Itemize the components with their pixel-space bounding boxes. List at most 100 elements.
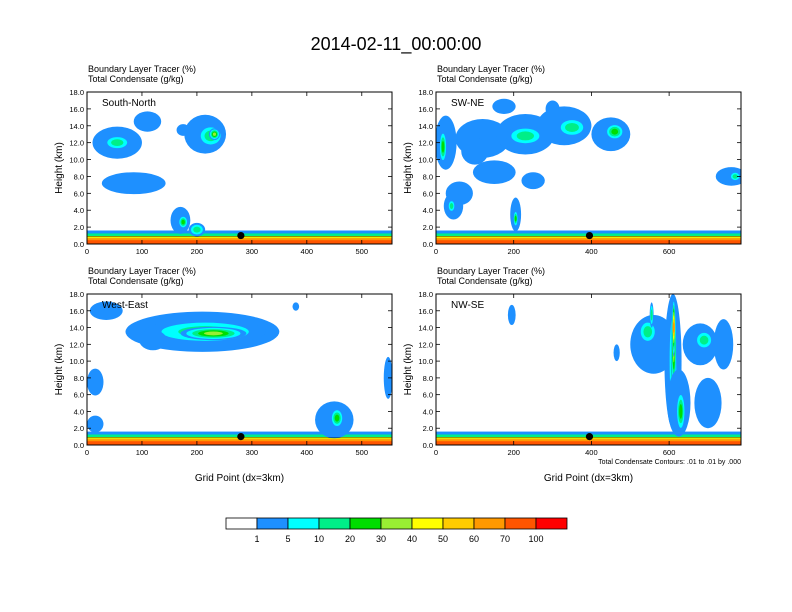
tracer-contour	[441, 141, 445, 153]
tracer-contour	[732, 174, 738, 179]
y-tick-label: 0.0	[423, 441, 433, 450]
x-tick-label: 0	[434, 448, 438, 457]
plot-frame	[435, 293, 742, 446]
tracer-feature	[613, 344, 620, 362]
tracer-contour	[461, 137, 489, 165]
y-tick-label: 18.0	[69, 88, 84, 97]
tracer-contour	[650, 309, 653, 321]
y-tick-label: 14.0	[69, 324, 84, 333]
tracer-feature	[492, 98, 516, 114]
tracer-feature	[180, 326, 247, 341]
tracer-contour	[101, 172, 166, 195]
y-tick-label: 6.0	[423, 189, 433, 198]
tracer-feature	[729, 171, 741, 182]
tracer-contour	[383, 356, 392, 399]
location-marker	[585, 433, 594, 441]
tracer-contour	[87, 415, 104, 433]
y-tick-label: 10.0	[418, 156, 433, 165]
colorbar-label: 5	[285, 534, 290, 544]
colorbar-label: 100	[528, 534, 543, 544]
panel-title-line: Total Condensate (g/kg)	[437, 276, 533, 286]
tracer-contour	[514, 215, 517, 222]
y-axis-label: Height (km)	[403, 142, 414, 194]
colorbar-label: 10	[314, 534, 324, 544]
tracer-feature	[103, 135, 131, 151]
y-tick-label: 12.0	[69, 139, 84, 148]
tracer-feature	[292, 302, 300, 311]
panel-title-line: Boundary Layer Tracer (%)	[437, 266, 545, 276]
location-marker	[237, 231, 245, 240]
location-marker	[585, 231, 594, 240]
panel-title-line: Boundary Layer Tracer (%)	[88, 266, 196, 276]
panel-title-line: Boundary Layer Tracer (%)	[437, 64, 545, 74]
plot-frame	[86, 91, 393, 245]
colorbar-swatch	[318, 517, 351, 530]
y-tick-label: 4.0	[423, 206, 433, 215]
tracer-contour	[492, 98, 516, 114]
y-tick-label: 18.0	[418, 88, 433, 97]
tracer-feature	[507, 304, 516, 326]
colorbar-label: 50	[438, 534, 448, 544]
y-tick-label: 2.0	[423, 424, 433, 433]
colorbar-label: 20	[345, 534, 355, 544]
y-tick-label: 18.0	[69, 290, 84, 299]
colorbar-swatch	[225, 517, 258, 530]
colorbar-swatch	[411, 517, 444, 530]
tracer-feature	[87, 368, 104, 396]
tracer-contour	[679, 404, 683, 419]
y-tick-label: 10.0	[69, 357, 84, 366]
tracer-contour	[694, 377, 722, 429]
y-tick-label: 4.0	[74, 407, 84, 416]
tracer-contour	[89, 301, 123, 321]
tracer-feature	[447, 199, 456, 213]
plot-area	[87, 92, 392, 244]
x-tick-label: 400	[301, 247, 314, 256]
panel-sw-ne: Boundary Layer Tracer (%)Total Condensat…	[403, 64, 742, 256]
x-tick-label: 500	[356, 247, 369, 256]
panel-west-east: Boundary Layer Tracer (%)Total Condensat…	[54, 266, 393, 484]
tracer-feature	[188, 222, 206, 237]
tracer-feature	[676, 390, 686, 433]
tracer-contour	[516, 131, 534, 141]
y-tick-label: 6.0	[423, 391, 433, 400]
y-tick-label: 8.0	[74, 172, 84, 181]
y-tick-label: 12.0	[418, 340, 433, 349]
colorbar: 1 5 10 20 30 40 50 60 70 100	[225, 517, 568, 544]
colorbar-label: 60	[469, 534, 479, 544]
colorbar-swatch	[504, 517, 537, 530]
shaded-field	[87, 111, 392, 244]
y-tick-label: 4.0	[74, 206, 84, 215]
x-tick-label: 600	[663, 247, 676, 256]
tracer-feature	[505, 125, 545, 147]
y-tick-label: 16.0	[418, 307, 433, 316]
colorbar-swatch	[442, 517, 475, 530]
x-tick-label: 400	[301, 448, 314, 457]
tracer-feature	[472, 160, 516, 185]
tracer-feature	[694, 330, 714, 351]
tracer-contour	[139, 330, 167, 351]
y-tick-label: 0.0	[423, 240, 433, 249]
y-tick-label: 8.0	[423, 374, 433, 383]
y-tick-label: 2.0	[74, 424, 84, 433]
panel-title-line: Total Condensate (g/kg)	[88, 74, 184, 84]
colorbar-swatch	[349, 517, 382, 530]
x-tick-label: 200	[507, 448, 520, 457]
tracer-contour	[643, 326, 653, 338]
boundary-layer-band	[87, 441, 392, 445]
plot-area	[436, 294, 741, 445]
tracer-contour	[565, 122, 579, 132]
tracer-feature	[101, 172, 166, 195]
tracer-feature	[89, 301, 123, 321]
y-tick-label: 16.0	[69, 307, 84, 316]
tracer-contour	[133, 111, 162, 132]
y-axis-label: Height (km)	[54, 142, 65, 194]
tracer-feature	[383, 356, 392, 399]
tracer-contour	[472, 160, 516, 185]
tracer-feature	[649, 302, 654, 328]
x-tick-label: 400	[585, 448, 598, 457]
tracer-feature	[556, 117, 588, 138]
tracer-feature	[545, 100, 560, 118]
shaded-field	[436, 98, 741, 244]
plot-frame	[435, 91, 742, 245]
